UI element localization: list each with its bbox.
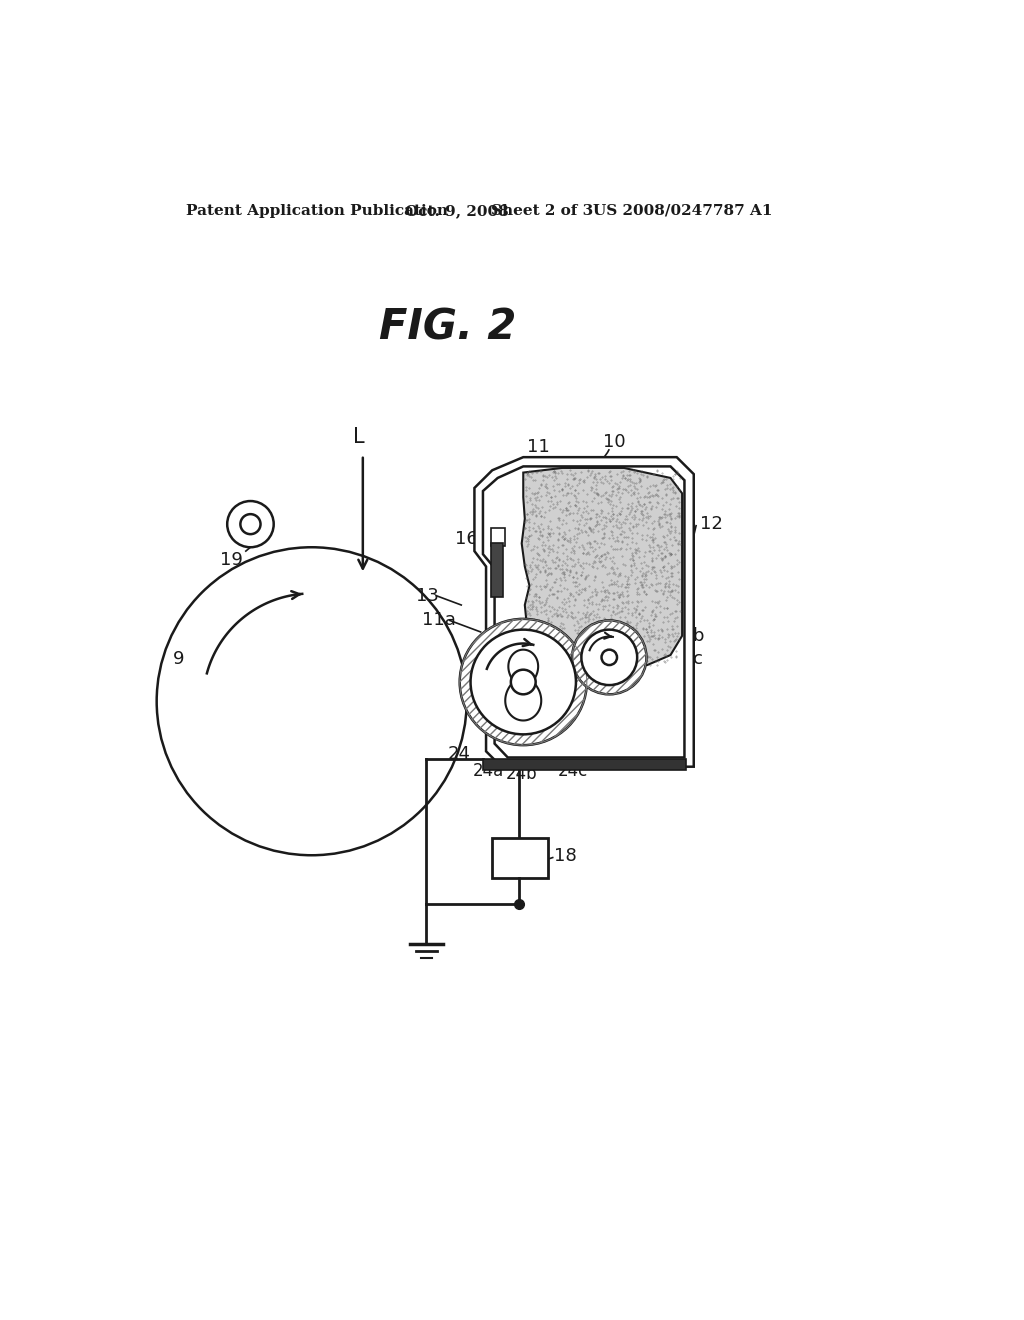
Text: 25b: 25b <box>671 627 705 644</box>
Polygon shape <box>521 469 682 667</box>
Polygon shape <box>474 457 693 767</box>
Circle shape <box>227 502 273 548</box>
Text: Patent Application Publication: Patent Application Publication <box>186 203 449 218</box>
Text: 25: 25 <box>663 572 686 589</box>
Bar <box>483 759 686 770</box>
Text: 10: 10 <box>603 433 626 450</box>
Polygon shape <box>505 649 542 721</box>
Circle shape <box>572 620 646 694</box>
Bar <box>493 837 548 878</box>
Circle shape <box>511 669 536 694</box>
Text: Oct. 9, 2008: Oct. 9, 2008 <box>406 203 509 218</box>
Text: 9: 9 <box>173 649 184 668</box>
Text: 19: 19 <box>220 552 243 569</box>
Bar <box>490 544 503 597</box>
Text: 24c: 24c <box>558 762 589 780</box>
Text: 24: 24 <box>449 744 471 763</box>
Bar <box>490 528 505 546</box>
Text: 13: 13 <box>417 587 439 605</box>
Text: 11: 11 <box>527 438 550 457</box>
Text: 11a: 11a <box>423 611 457 630</box>
Text: 16: 16 <box>455 529 478 548</box>
Text: 24b: 24b <box>506 766 538 783</box>
Text: US 2008/0247787 A1: US 2008/0247787 A1 <box>593 203 772 218</box>
Text: 25c: 25c <box>671 649 703 668</box>
Text: FIG. 2: FIG. 2 <box>379 306 516 348</box>
Text: 24a: 24a <box>473 762 504 780</box>
Text: 18: 18 <box>554 847 577 865</box>
Text: L: L <box>353 428 365 447</box>
Circle shape <box>460 619 587 744</box>
Circle shape <box>582 630 637 685</box>
Text: 12: 12 <box>700 515 723 533</box>
Text: Sheet 2 of 3: Sheet 2 of 3 <box>490 203 593 218</box>
Circle shape <box>601 649 617 665</box>
Circle shape <box>241 515 260 535</box>
Circle shape <box>157 548 467 855</box>
Text: 25a: 25a <box>587 731 621 748</box>
Circle shape <box>471 630 575 734</box>
